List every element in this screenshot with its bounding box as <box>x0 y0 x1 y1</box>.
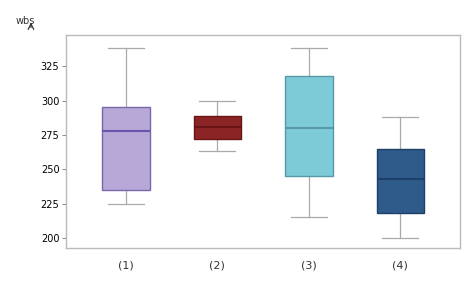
Text: (1): (1) <box>118 260 134 270</box>
Text: (3): (3) <box>301 260 317 270</box>
Bar <box>193 116 241 139</box>
Bar <box>102 107 150 190</box>
Text: (4): (4) <box>392 260 408 270</box>
Text: wbs: wbs <box>15 16 35 26</box>
Bar <box>285 76 333 176</box>
Text: (2): (2) <box>210 260 225 270</box>
Bar <box>376 149 424 213</box>
